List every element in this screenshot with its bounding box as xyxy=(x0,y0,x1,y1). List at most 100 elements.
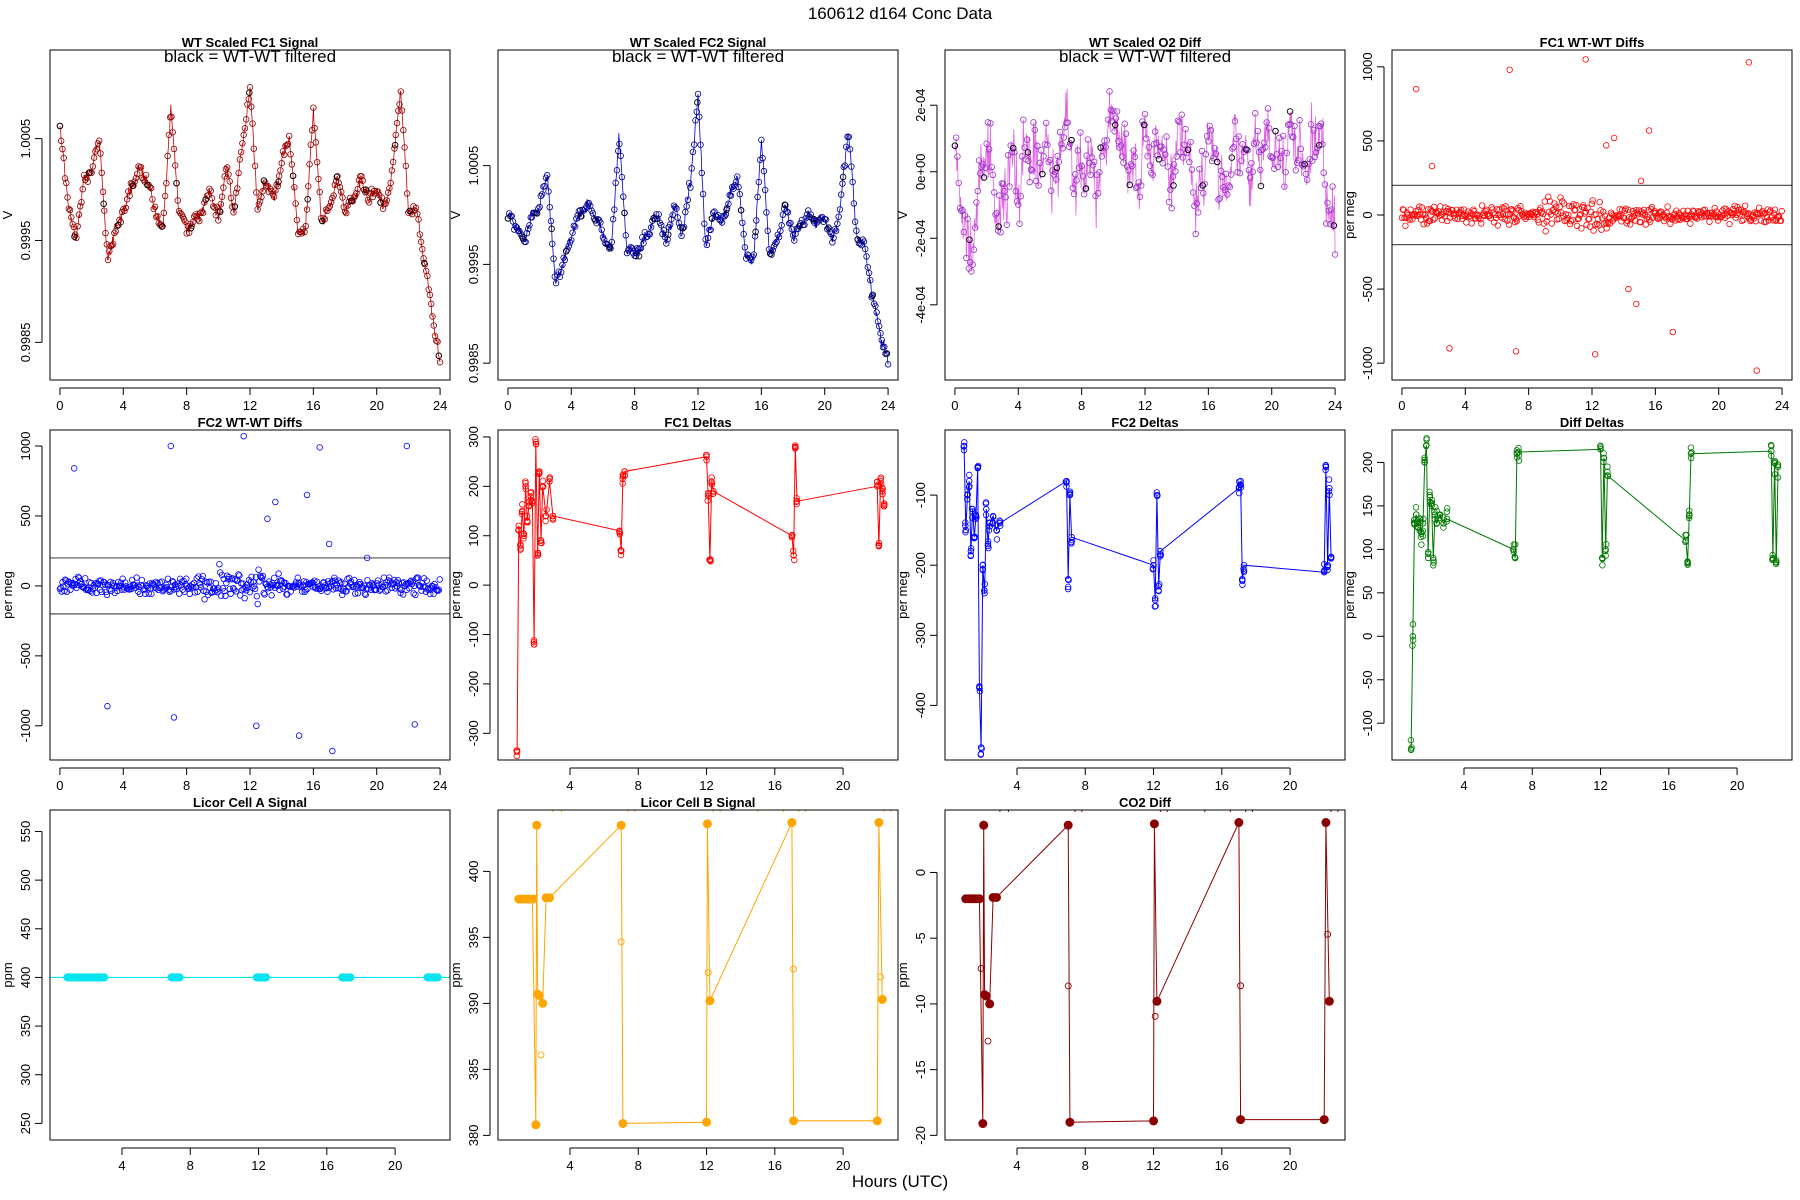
data-point xyxy=(1604,463,1611,470)
data-point xyxy=(1111,128,1118,135)
data-point xyxy=(1589,197,1596,204)
data-point xyxy=(875,539,883,547)
data-point xyxy=(1482,207,1489,215)
data-point xyxy=(1237,477,1244,485)
y-tick-label: 100 xyxy=(466,525,481,547)
data-point xyxy=(138,576,146,584)
data-point xyxy=(877,330,884,337)
data-point xyxy=(429,313,436,320)
y-tick-label: -10 xyxy=(913,995,928,1014)
data-point xyxy=(302,222,309,230)
data-point xyxy=(1757,217,1765,224)
data-point xyxy=(621,472,628,479)
x-tick-label: 12 xyxy=(1138,398,1152,413)
data-point xyxy=(1322,466,1329,474)
data-point xyxy=(962,529,969,536)
data-point xyxy=(318,587,325,594)
data-point xyxy=(417,238,425,245)
x-tick-label: 20 xyxy=(836,778,850,793)
panel-10: CO2 Diff ppm 4 8 12 16 20 -20 -15 -10 -5 0 xyxy=(895,795,1346,1173)
data-point xyxy=(1534,216,1542,224)
data-point xyxy=(198,576,206,583)
data-point xyxy=(538,191,546,198)
data-point xyxy=(881,501,888,508)
data-point xyxy=(1274,163,1282,171)
data-point xyxy=(257,572,264,580)
data-point xyxy=(651,215,659,223)
data-point xyxy=(1273,151,1280,158)
filtered-point xyxy=(406,207,413,215)
data-point xyxy=(1153,492,1161,500)
plot-frame xyxy=(1391,49,1793,381)
data-point xyxy=(1502,203,1509,210)
data-point xyxy=(132,174,140,182)
data-point xyxy=(569,229,576,236)
y-tick-label: 0 xyxy=(18,582,33,589)
data-point xyxy=(211,588,219,595)
data-point xyxy=(1489,206,1496,213)
data-point xyxy=(1084,136,1092,143)
data-point xyxy=(1284,121,1292,129)
data-point xyxy=(433,973,442,982)
y-tick-label: 395 xyxy=(466,927,481,949)
data-point xyxy=(1399,206,1406,213)
x-tick-label: 12 xyxy=(691,398,705,413)
data-point xyxy=(122,204,130,211)
data-point xyxy=(1235,133,1242,140)
data-point xyxy=(1122,130,1130,137)
filtered-point xyxy=(318,217,326,225)
data-point xyxy=(412,204,420,212)
data-point xyxy=(227,194,235,202)
outlier-point xyxy=(1633,300,1640,308)
data-point xyxy=(663,240,670,247)
filtered-point xyxy=(1039,170,1046,178)
data-point xyxy=(203,192,211,200)
data-point xyxy=(989,171,997,179)
data-point xyxy=(1134,183,1141,190)
x-tick-label: 8 xyxy=(183,778,190,793)
panel-title: Licor Cell A Signal xyxy=(193,795,307,810)
x-tick-label: 8 xyxy=(635,1158,642,1173)
data-point xyxy=(1433,507,1440,514)
data-point xyxy=(210,203,217,210)
data-point xyxy=(1409,621,1417,628)
filtered-point xyxy=(1068,136,1075,144)
data-point xyxy=(683,203,690,210)
filtered-point xyxy=(144,181,151,189)
data-point xyxy=(1045,158,1052,166)
data-point xyxy=(1260,139,1268,147)
filtered-point xyxy=(533,210,541,217)
data-point xyxy=(532,820,542,830)
data-point xyxy=(210,585,218,592)
data-point xyxy=(739,219,746,227)
data-point xyxy=(1560,200,1568,207)
data-point xyxy=(1105,116,1112,123)
data-point xyxy=(89,163,97,170)
filtered-point xyxy=(708,215,716,222)
data-point xyxy=(546,478,553,485)
y-tick-label: 500 xyxy=(18,505,33,527)
data-point xyxy=(188,222,195,229)
data-point xyxy=(387,179,394,187)
data-point xyxy=(223,572,231,579)
data-point xyxy=(1647,218,1654,225)
data-point xyxy=(1262,144,1269,151)
data-point xyxy=(1597,442,1604,450)
data-point xyxy=(715,212,722,219)
x-tick-label: 20 xyxy=(1283,1158,1297,1173)
data-point xyxy=(655,211,662,218)
data-point xyxy=(1150,561,1157,569)
data-point xyxy=(418,587,425,594)
data-point xyxy=(1008,148,1016,155)
data-point xyxy=(619,480,626,487)
data-point xyxy=(609,216,617,223)
data-point xyxy=(1048,187,1055,194)
y-axis-label: per meg xyxy=(448,571,463,619)
data-point xyxy=(997,229,1004,236)
data-point xyxy=(1577,211,1584,218)
data-point xyxy=(984,540,992,548)
data-point xyxy=(98,588,105,596)
y-tick-label: 450 xyxy=(18,918,33,940)
outlier-point xyxy=(1412,85,1420,93)
